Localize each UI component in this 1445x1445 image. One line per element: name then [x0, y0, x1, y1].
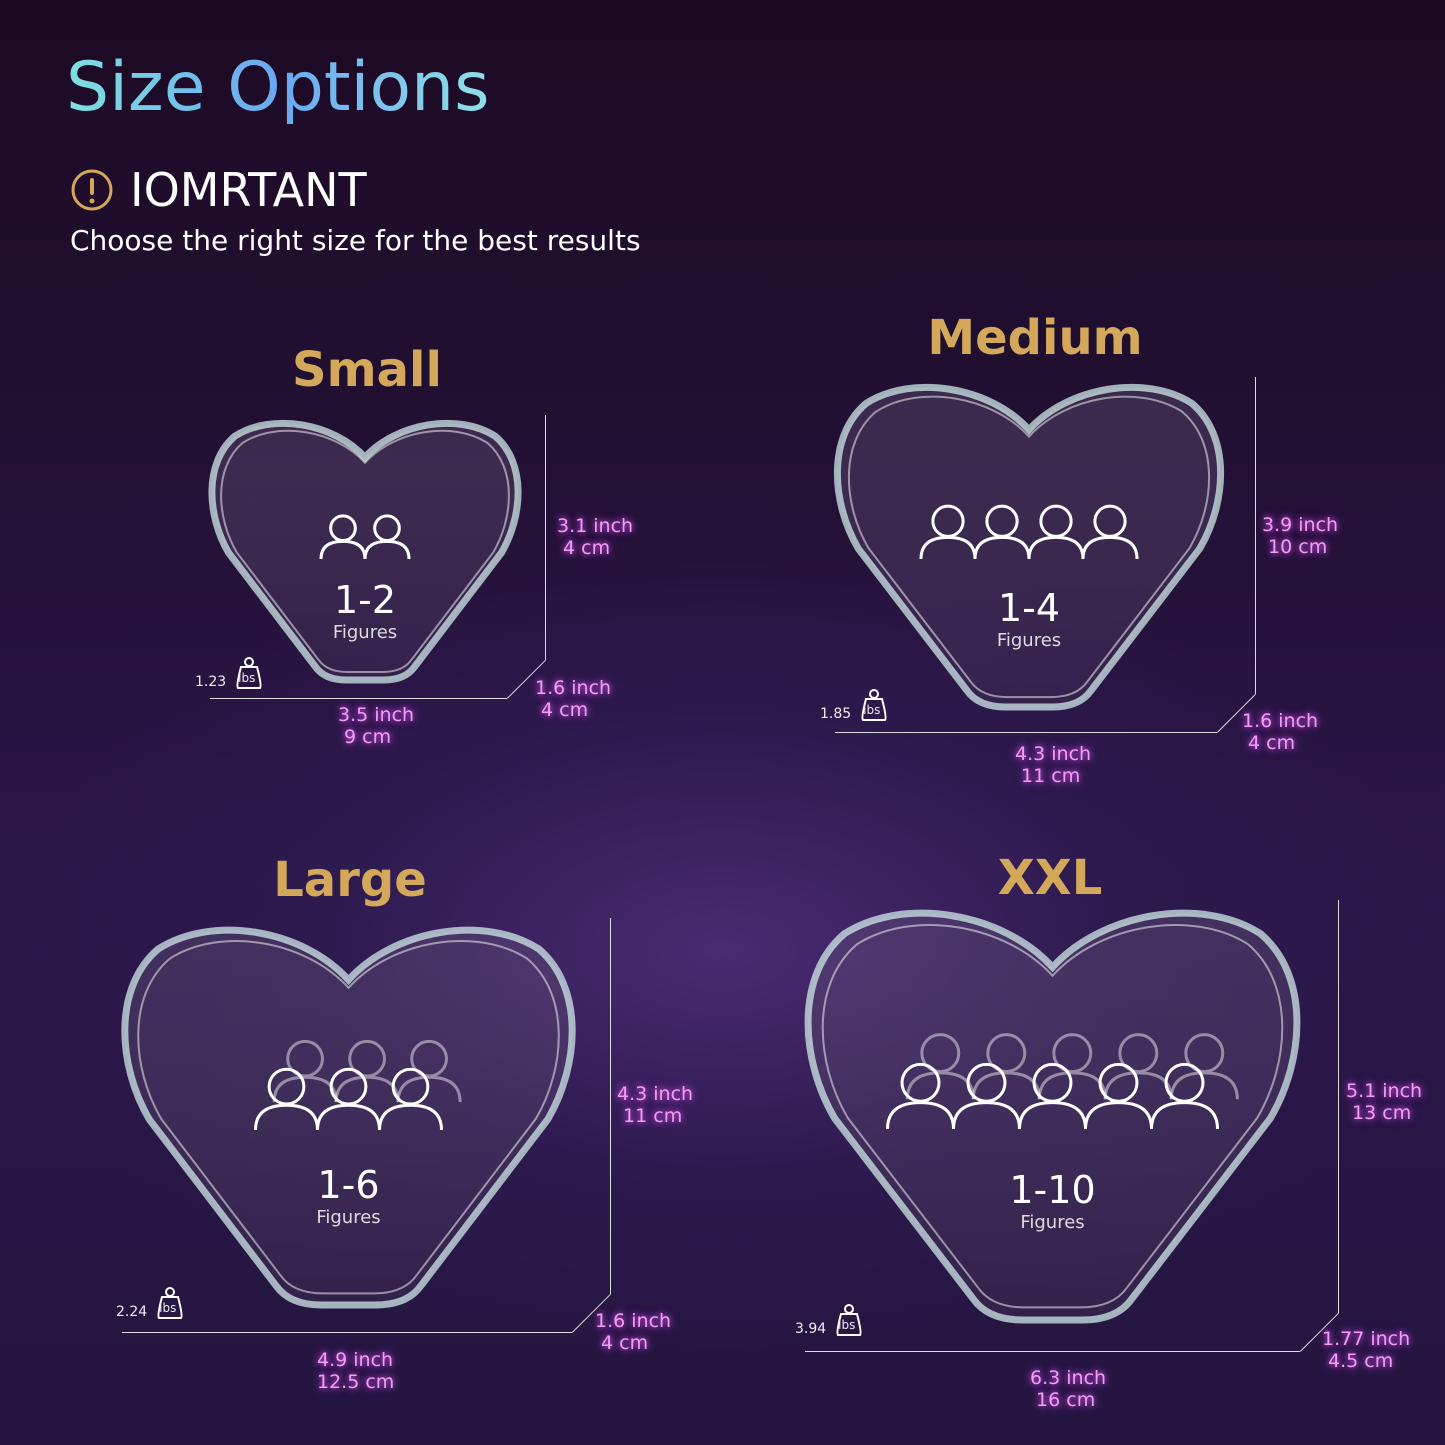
size-name: Large — [273, 852, 427, 908]
height-dimension-line — [1338, 900, 1339, 1313]
figures-label: Figures — [316, 1207, 381, 1228]
figure-count-value: 1-2 — [333, 578, 397, 622]
size-name: XXL — [997, 850, 1103, 906]
weight-unit: lbs — [238, 671, 256, 685]
height-label: 5.1 inch 13 cm — [1346, 1080, 1423, 1124]
weight-value: 1.23 — [195, 674, 227, 690]
width-label: 6.3 inch 16 cm — [1030, 1367, 1107, 1411]
depth-label: 1.6 inch 4 cm — [1242, 710, 1319, 754]
weight-unit: lbs — [838, 1318, 856, 1332]
figure-count: 1-10 Figures — [1009, 1168, 1095, 1233]
weight-icon: lbs — [155, 1286, 185, 1320]
people-icon — [919, 504, 1139, 560]
width-dimension-line — [805, 1351, 1300, 1352]
width-dimension-line — [210, 698, 507, 699]
weight: 1.85 lbs — [820, 688, 889, 722]
people-icon — [254, 1039, 462, 1131]
weight-icon: lbs — [834, 1303, 864, 1337]
depth-label: 1.77 inch 4.5 cm — [1322, 1328, 1411, 1372]
width-label: 4.3 inch 11 cm — [1015, 743, 1092, 787]
weight: 3.94 lbs — [795, 1303, 864, 1337]
figure-count-value: 1-6 — [317, 1163, 380, 1207]
height-label: 3.1 inch 4 cm — [557, 515, 634, 559]
depth-label: 1.6 inch 4 cm — [535, 677, 612, 721]
figure-count: 1-6 Figures — [316, 1163, 380, 1228]
weight-icon: lbs — [234, 656, 264, 690]
weight-unit: lbs — [863, 703, 881, 717]
figure-count-value: 1-10 — [1009, 1168, 1096, 1212]
exclamation-circle-icon — [71, 169, 113, 211]
crystal-heart — [805, 900, 1300, 1320]
important-notice: IOMRTANT — [70, 163, 367, 217]
width-dimension-line — [835, 732, 1217, 733]
weight: 1.23 lbs — [195, 656, 264, 690]
figures-label: Figures — [1020, 1212, 1085, 1233]
height-dimension-line — [1255, 377, 1256, 694]
people-icon — [319, 514, 411, 560]
page-title: Size Options — [66, 48, 490, 127]
weight-unit: lbs — [159, 1301, 177, 1315]
crystal-heart — [122, 918, 575, 1305]
subtitle: Choose the right size for the best resul… — [70, 224, 641, 257]
height-label: 4.3 inch 11 cm — [617, 1083, 694, 1127]
figure-count-value: 1-4 — [997, 586, 1061, 630]
width-label: 3.5 inch 9 cm — [338, 704, 415, 748]
figures-label: Figures — [332, 622, 398, 643]
width-dimension-line — [122, 1332, 572, 1333]
weight-icon: lbs — [859, 688, 889, 722]
weight-value: 1.85 — [820, 706, 852, 722]
height-dimension-line — [610, 918, 611, 1294]
weight: 2.24 lbs — [116, 1286, 185, 1320]
depth-label: 1.6 inch 4 cm — [595, 1310, 672, 1354]
size-name: Small — [292, 342, 442, 398]
height-dimension-line — [545, 415, 546, 660]
weight-value: 3.94 — [795, 1321, 827, 1337]
height-label: 3.9 inch 10 cm — [1262, 514, 1339, 558]
figure-count: 1-4 Figures — [997, 586, 1061, 651]
important-label: IOMRTANT — [130, 163, 367, 217]
people-icon — [886, 1033, 1239, 1130]
figure-count: 1-2 Figures — [333, 578, 397, 643]
size-name: Medium — [927, 310, 1143, 366]
crystal-heart — [835, 377, 1223, 707]
weight-value: 2.24 — [116, 1304, 148, 1320]
width-label: 4.9 inch 12.5 cm — [317, 1349, 395, 1393]
figures-label: Figures — [996, 630, 1062, 651]
